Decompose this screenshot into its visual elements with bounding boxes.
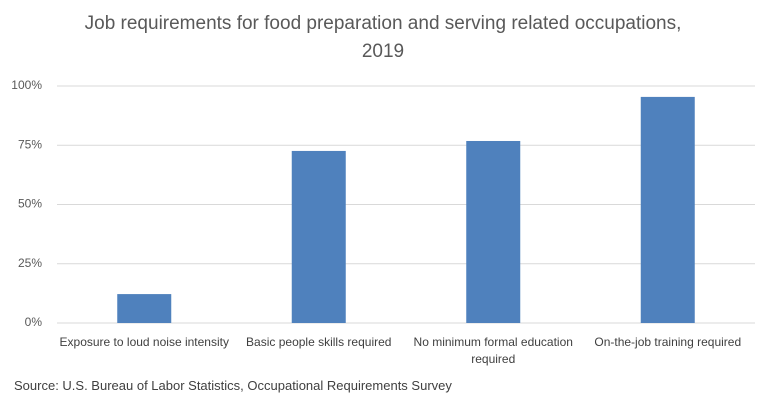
y-tick-label: 50% [18,197,42,211]
y-tick-label: 25% [18,256,42,270]
bar [291,150,346,323]
bar [466,140,521,323]
bar [117,294,172,323]
x-tick-label: No minimum formal education required [413,335,573,366]
y-tick-label: 100% [11,78,42,92]
y-tick-label: 75% [18,137,42,151]
bar [640,96,695,323]
x-tick-label: Exposure to loud noise intensity [59,335,229,349]
source-note: Source: U.S. Bureau of Labor Statistics,… [14,378,452,393]
x-tick-label: Basic people skills required [246,335,392,349]
y-tick-label: 0% [25,315,43,329]
chart-title: Job requirements for food preparation an… [84,13,682,62]
x-tick-label: On-the-job training required [594,335,742,349]
